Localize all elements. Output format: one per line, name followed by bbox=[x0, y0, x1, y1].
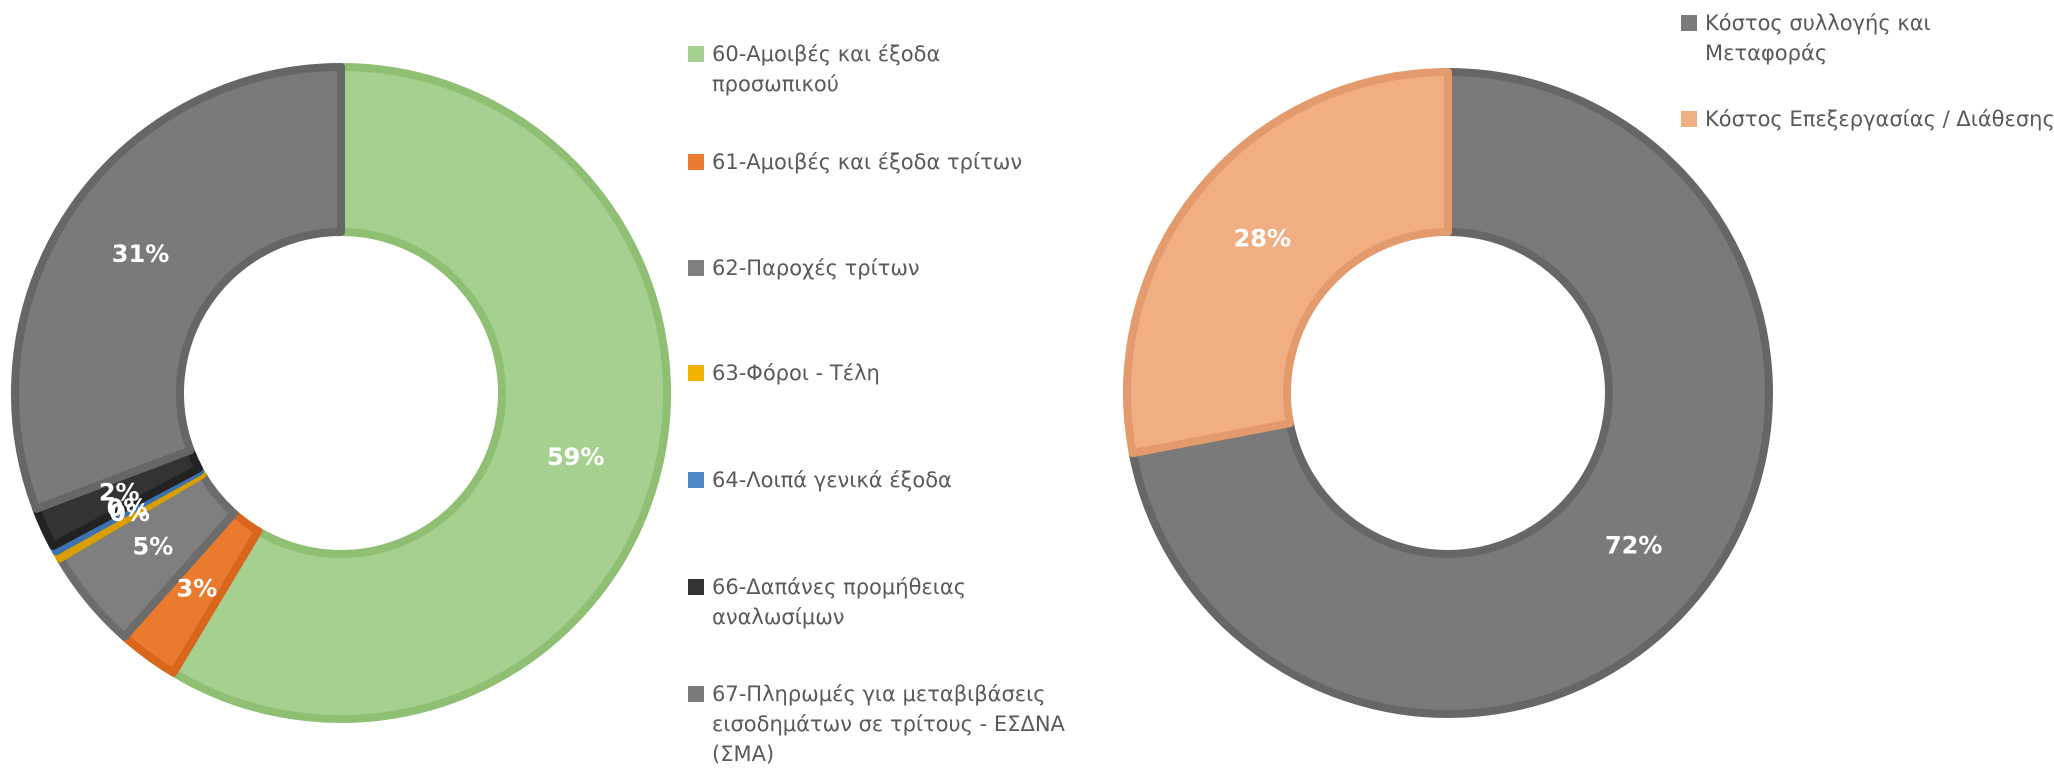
legend-label: Κόστος Επεξεργασίας / Διάθεσης bbox=[1705, 107, 2054, 131]
legend-item: 62-Παροχές τρίτων bbox=[688, 253, 1068, 283]
legend-label: 64-Λοιπά γενικά έξοδα bbox=[712, 468, 952, 492]
legend-item: 60-Αμοιβές και έξοδα προσωπικού bbox=[688, 39, 1068, 99]
legend-label: Κόστος συλλογής και Μεταφοράς bbox=[1705, 11, 1931, 65]
legend-swatch bbox=[688, 472, 704, 488]
legend-swatch bbox=[688, 260, 704, 276]
slice bbox=[11, 63, 345, 513]
data-label: 59% bbox=[547, 443, 604, 471]
legend-swatch bbox=[1681, 111, 1697, 127]
legend-item: 64-Λοιπά γενικά έξοδα bbox=[688, 465, 1068, 495]
legend-swatch bbox=[688, 46, 704, 62]
legend-swatch bbox=[688, 579, 704, 595]
legend-label: 63-Φόροι - Τέλη bbox=[712, 361, 880, 385]
data-label: 72% bbox=[1605, 532, 1662, 560]
legend-label: 60-Αμοιβές και έξοδα προσωπικού bbox=[712, 42, 941, 96]
legend-swatch bbox=[688, 365, 704, 381]
data-label: 0% bbox=[107, 494, 148, 522]
data-label: 28% bbox=[1234, 224, 1291, 252]
legend-item: 66-Δαπάνες προμήθειας αναλωσίμων bbox=[688, 572, 1068, 632]
slice bbox=[169, 63, 671, 723]
legend-swatch bbox=[688, 154, 704, 170]
slice bbox=[1123, 68, 1452, 458]
legend-item: 61-Αμοιβές και έξοδα τρίτων bbox=[688, 147, 1068, 177]
legend-swatch bbox=[1681, 15, 1697, 31]
legend-label: 62-Παροχές τρίτων bbox=[712, 256, 920, 280]
legend-item: Κόστος Επεξεργασίας / Διάθεσης bbox=[1681, 104, 2054, 134]
legend-label: 61-Αμοιβές και έξοδα τρίτων bbox=[712, 150, 1023, 174]
data-label: 2% bbox=[99, 479, 140, 507]
legend-item: 63-Φόροι - Τέλη bbox=[688, 358, 1068, 388]
legend-item: 67-Πληρωμές για μεταβιβάσεις εισοδημάτων… bbox=[688, 679, 1068, 769]
data-label: 3% bbox=[177, 574, 218, 602]
legend-item: Κόστος συλλογής και Μεταφοράς bbox=[1681, 8, 1941, 68]
data-label: 0% bbox=[109, 499, 150, 527]
legend-label: 66-Δαπάνες προμήθειας αναλωσίμων bbox=[712, 575, 967, 629]
data-label: 31% bbox=[112, 240, 169, 268]
slice bbox=[1128, 68, 1774, 718]
legend-swatch bbox=[688, 686, 704, 702]
data-label: 5% bbox=[133, 533, 174, 561]
legend-label: 67-Πληρωμές για μεταβιβάσεις εισοδημάτων… bbox=[712, 682, 1065, 766]
